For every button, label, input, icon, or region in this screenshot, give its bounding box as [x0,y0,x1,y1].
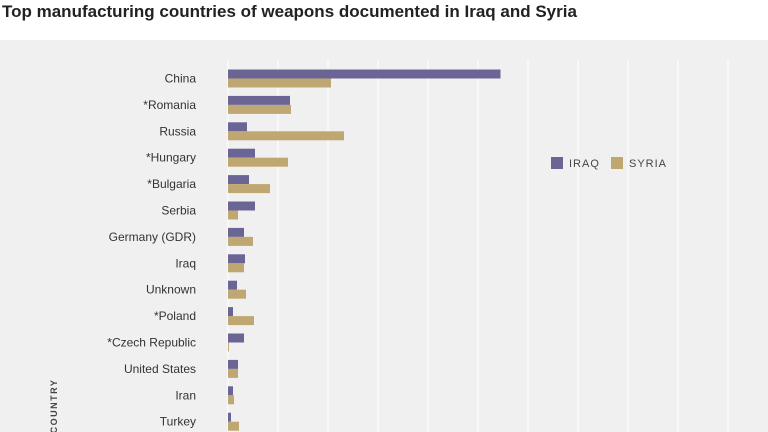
bar-iraq[interactable] [228,148,255,158]
category-label: Iran [175,388,196,402]
bar-iraq[interactable] [228,95,290,105]
bar-iraq[interactable] [228,359,238,369]
legend-swatch-syria [611,157,623,169]
category-label: *Bulgaria [147,177,196,191]
bar-syria[interactable] [228,104,291,114]
bar-iraq[interactable] [228,333,244,343]
bar-chart: China *Romania Russia *Hungary *Bulgaria Serb… [49,60,729,432]
bar-syria[interactable] [228,131,344,141]
bar-iraq[interactable] [228,122,247,132]
category-label: Serbia [161,204,196,218]
bar-syria[interactable] [228,210,238,220]
bar-iraq[interactable] [228,280,237,290]
category-label: Iraq [175,256,196,270]
category-label: United States [124,362,196,376]
category-label: Russia [159,124,196,138]
bar-syria[interactable] [228,184,270,194]
bar-syria[interactable] [228,316,254,326]
category-label: Turkey [160,415,196,429]
bar-iraq[interactable] [228,201,255,211]
bar-iraq[interactable] [228,69,501,79]
page-title: Top manufacturing countries of weapons d… [2,2,577,21]
bars [228,69,501,431]
legend-label-iraq: IRAQ [569,158,600,170]
bar-syria[interactable] [228,395,234,405]
legend-swatch-iraq [551,157,563,169]
category-label: *Poland [154,309,196,323]
legend-label-syria: SYRIA [629,158,667,170]
category-label: Unknown [146,283,196,297]
bar-iraq[interactable] [228,227,244,237]
bar-syria[interactable] [228,263,244,273]
bar-syria[interactable] [228,78,331,88]
bar-iraq[interactable] [228,412,231,422]
category-label: *Czech Republic [107,336,196,350]
category-label: Germany (GDR) [109,230,196,244]
bar-syria[interactable] [228,342,229,352]
category-label: *Hungary [146,151,196,165]
bar-syria[interactable] [228,289,246,299]
bar-syria[interactable] [228,157,288,167]
category-label: China [165,72,197,86]
category-label: *Romania [143,98,196,112]
bar-iraq[interactable] [228,386,233,396]
gridlines [227,60,729,432]
bar-iraq[interactable] [228,175,249,185]
legend[interactable]: IRAQ SYRIA [551,157,667,170]
bar-iraq[interactable] [228,254,245,264]
bar-syria[interactable] [228,421,239,431]
chart-panel: China *Romania Russia *Hungary *Bulgaria Serb… [0,40,768,432]
bar-iraq[interactable] [228,307,233,317]
y-axis-title: COUNTRY [49,379,59,432]
bar-syria[interactable] [228,236,253,246]
bar-syria[interactable] [228,368,238,378]
category-labels: China *Romania Russia *Hungary *Bulgaria Serb… [107,72,196,429]
